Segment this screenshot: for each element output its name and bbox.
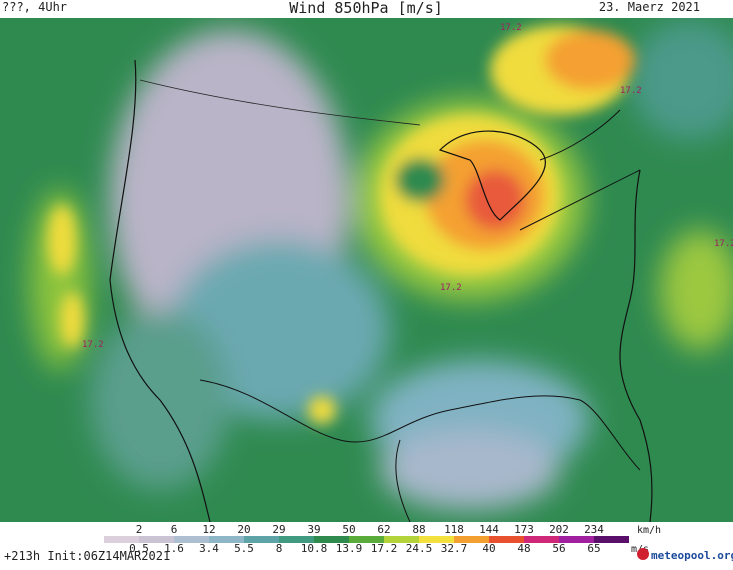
kmh-label: 12 (202, 523, 215, 536)
colorbar-swatch (139, 536, 174, 543)
kmh-label: 50 (342, 523, 355, 536)
brand: meteopool.org (651, 549, 733, 562)
kmh-label: 234 (584, 523, 604, 536)
ms-label: 13.9 (336, 542, 363, 555)
colorbar-swatch (419, 536, 454, 543)
ms-label: 24.5 (406, 542, 433, 555)
ms-label: 56 (552, 542, 565, 555)
ms-label: 1.6 (164, 542, 184, 555)
colorbar-swatch (244, 536, 279, 543)
colorbar-swatch (279, 536, 314, 543)
colorbar-swatch (104, 536, 139, 543)
kmh-label: 6 (171, 523, 178, 536)
colorbar-swatch (489, 536, 524, 543)
kmh-label: 118 (444, 523, 464, 536)
contour-label: 17.2 (620, 86, 642, 96)
kmh-label: 88 (412, 523, 425, 536)
ms-label: 40 (482, 542, 495, 555)
ms-label: 48 (517, 542, 530, 555)
ms-label: 10.8 (301, 542, 328, 555)
ms-label: 32.7 (441, 542, 468, 555)
map-labels: 17.2 17.2 17.2 17.2 17.2 (82, 23, 733, 350)
kmh-label: 29 (272, 523, 285, 536)
kmh-label: 173 (514, 523, 534, 536)
colorbar-swatch (174, 536, 209, 543)
colorbar: 2 6 12 20 29 39 50 62 88 118 144 173 202 234 0.5 1.6 3.4… (104, 523, 661, 555)
colorbar-swatch (209, 536, 244, 543)
colorbar-swatch (559, 536, 594, 543)
colorbar-swatch (524, 536, 559, 543)
header-right: 23. Maerz 2021 (599, 0, 700, 14)
colorbar-swatch (594, 536, 629, 543)
colorbar-swatch (384, 536, 419, 543)
contour-label: 17.2 (714, 239, 733, 249)
contour-label: 17.2 (500, 23, 522, 33)
header-left: ???, 4Uhr (2, 0, 67, 14)
kmh-label: 20 (237, 523, 250, 536)
colorbar-swatch (314, 536, 349, 543)
colorbar-swatch (349, 536, 384, 543)
kmh-unit: km/h (637, 525, 661, 536)
contour-label: 17.2 (440, 283, 462, 293)
kmh-label: 2 (136, 523, 143, 536)
kmh-label: 144 (479, 523, 499, 536)
colorbar-swatch (454, 536, 489, 543)
kmh-label: 202 (549, 523, 569, 536)
ms-label: 65 (587, 542, 600, 555)
kmh-label: 39 (307, 523, 320, 536)
contour-label: 17.2 (82, 340, 104, 350)
ms-label: 5.5 (234, 542, 254, 555)
ms-label: 17.2 (371, 542, 398, 555)
wind-field (0, 18, 733, 522)
ms-label: 0.5 (129, 542, 149, 555)
run-info: +213h Init:06Z14MAR2021 (4, 549, 170, 563)
ms-label: 3.4 (199, 542, 219, 555)
kmh-label: 62 (377, 523, 390, 536)
header-title: Wind 850hPa [m/s] (289, 0, 443, 17)
brand-icon (637, 548, 649, 560)
ms-label: 8 (276, 542, 283, 555)
